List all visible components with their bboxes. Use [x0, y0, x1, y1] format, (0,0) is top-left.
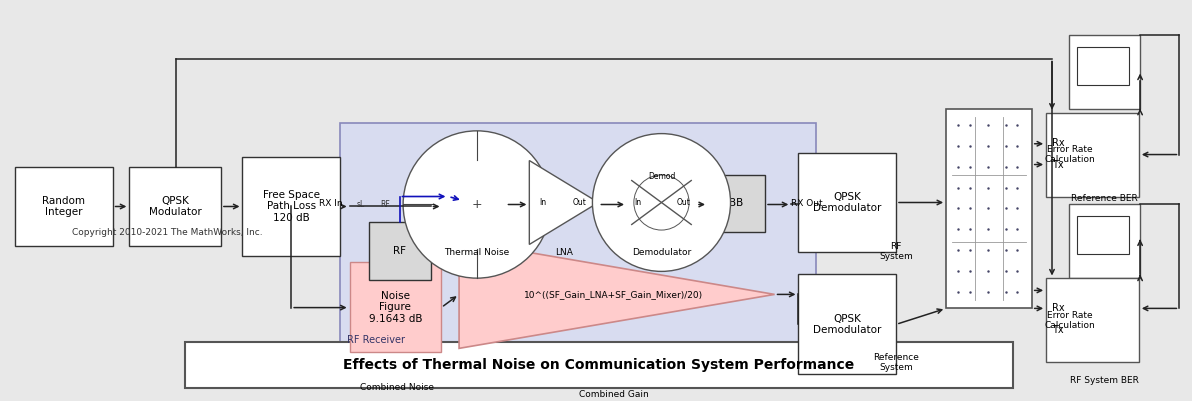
- Text: Tx: Tx: [1053, 160, 1063, 170]
- FancyBboxPatch shape: [15, 166, 112, 247]
- FancyBboxPatch shape: [349, 262, 441, 352]
- Ellipse shape: [403, 131, 551, 278]
- FancyBboxPatch shape: [185, 342, 1013, 388]
- Text: Effects of Thermal Noise on Communication System Performance: Effects of Thermal Noise on Communicatio…: [343, 358, 855, 373]
- FancyBboxPatch shape: [799, 274, 896, 374]
- FancyBboxPatch shape: [1069, 34, 1140, 109]
- Text: RF: RF: [380, 200, 390, 209]
- Text: Out: Out: [677, 198, 691, 207]
- Text: sL: sL: [356, 200, 365, 209]
- Text: Combined Noise: Combined Noise: [360, 383, 434, 392]
- Text: Free Space
Path Loss
120 dB: Free Space Path Loss 120 dB: [262, 190, 319, 223]
- Text: Demod: Demod: [647, 172, 675, 181]
- Text: RX Out: RX Out: [791, 199, 822, 208]
- Text: RF Receiver: RF Receiver: [347, 335, 405, 345]
- Text: Rx: Rx: [1053, 304, 1064, 314]
- Text: Demodulator: Demodulator: [632, 248, 691, 257]
- Text: QPSK
Demodulator: QPSK Demodulator: [813, 192, 881, 213]
- Text: In: In: [539, 198, 546, 207]
- FancyBboxPatch shape: [1047, 278, 1138, 363]
- FancyBboxPatch shape: [1078, 47, 1129, 85]
- Text: RF: RF: [393, 247, 406, 257]
- Polygon shape: [529, 160, 598, 245]
- FancyBboxPatch shape: [1047, 113, 1138, 196]
- FancyBboxPatch shape: [242, 156, 340, 257]
- Text: In: In: [634, 198, 641, 207]
- Text: RF
System: RF System: [880, 242, 913, 261]
- Ellipse shape: [592, 134, 731, 271]
- FancyBboxPatch shape: [1069, 205, 1140, 278]
- Text: BB: BB: [730, 198, 744, 209]
- Text: RF System BER: RF System BER: [1070, 376, 1138, 385]
- FancyBboxPatch shape: [708, 174, 765, 233]
- FancyBboxPatch shape: [340, 123, 817, 344]
- Text: Tx: Tx: [1053, 325, 1063, 335]
- Polygon shape: [459, 241, 775, 348]
- Text: RX In: RX In: [318, 199, 342, 208]
- Text: Noise
Figure
9.1643 dB: Noise Figure 9.1643 dB: [368, 291, 422, 324]
- Text: QPSK
Demodulator: QPSK Demodulator: [813, 314, 881, 335]
- Text: Error Rate
Calculation: Error Rate Calculation: [1044, 145, 1095, 164]
- Text: Error Rate
Calculation: Error Rate Calculation: [1044, 311, 1095, 330]
- Text: Reference BER: Reference BER: [1072, 194, 1138, 203]
- Text: Combined Gain: Combined Gain: [579, 390, 648, 399]
- Text: Copyright 2010-2021 The MathWorks, Inc.: Copyright 2010-2021 The MathWorks, Inc.: [73, 228, 262, 237]
- FancyBboxPatch shape: [946, 109, 1032, 308]
- FancyBboxPatch shape: [368, 223, 430, 280]
- Text: LNA: LNA: [555, 248, 573, 257]
- Text: Random
Integer: Random Integer: [42, 196, 86, 217]
- Text: Rx: Rx: [1053, 138, 1064, 148]
- FancyBboxPatch shape: [129, 166, 221, 247]
- Text: Reference
System: Reference System: [873, 352, 919, 372]
- Text: 10^((SF_Gain_LNA+SF_Gain_Mixer)/20): 10^((SF_Gain_LNA+SF_Gain_Mixer)/20): [524, 290, 703, 299]
- Text: +: +: [472, 198, 483, 211]
- Text: Out: Out: [572, 198, 586, 207]
- Text: Thermal Noise: Thermal Noise: [445, 248, 509, 257]
- FancyBboxPatch shape: [799, 152, 896, 253]
- FancyBboxPatch shape: [1078, 217, 1129, 255]
- Text: QPSK
Modulator: QPSK Modulator: [149, 196, 201, 217]
